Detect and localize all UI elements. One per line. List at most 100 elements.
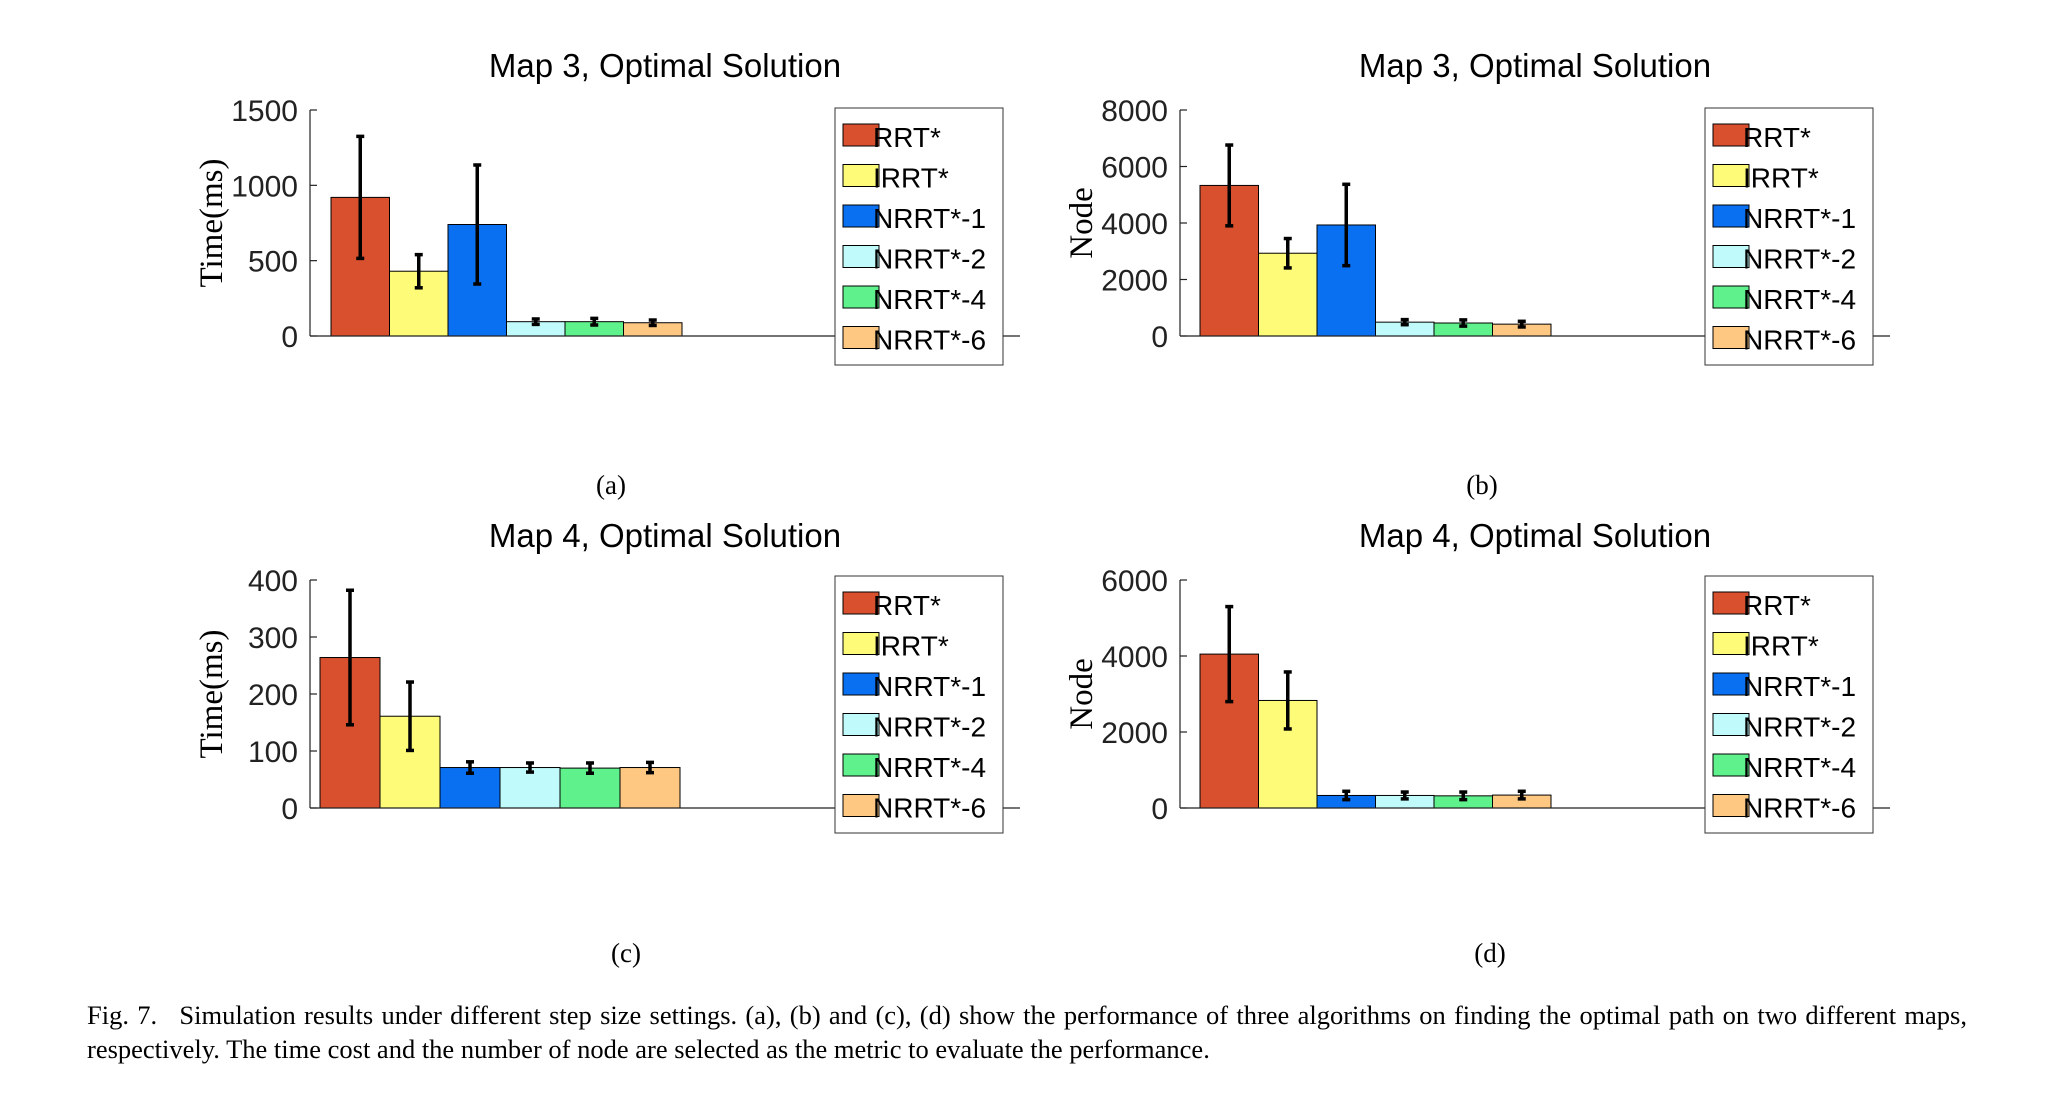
panel-label-c: (c) xyxy=(611,938,641,968)
legend-label: NRRT*-1 xyxy=(873,671,986,702)
legend-swatch xyxy=(1712,632,1750,655)
legend-swatch xyxy=(1712,794,1750,817)
legend-label: RRT* xyxy=(1743,122,1811,153)
y-tick-label: 300 xyxy=(248,622,298,655)
y-tick-label: 100 xyxy=(248,736,298,769)
error-bar xyxy=(1283,670,1292,731)
legend-label: NRRT*-4 xyxy=(873,284,986,315)
legend-swatch xyxy=(1712,326,1750,349)
legend-swatch xyxy=(842,753,880,777)
panel-label-b: (b) xyxy=(1466,470,1498,500)
error-bar xyxy=(648,318,657,328)
legend: RRT* IRRT* NRRT*-1 NRRT*-2 NRRT*-4 NRRT*-6 xyxy=(834,575,1004,834)
legend-swatch xyxy=(842,632,880,655)
legend-label: NRRT*-2 xyxy=(1743,712,1856,743)
legend-label: IRRT* xyxy=(1743,163,1819,194)
y-axis-label: Time(ms) xyxy=(194,630,230,759)
error-bar xyxy=(586,761,594,775)
chart-panel-a: Map 3, Optimal Solution Time(ms) 0 500 1000 1… xyxy=(194,47,1020,366)
error-bar xyxy=(1517,319,1526,329)
legend-swatch xyxy=(842,591,880,615)
legend: RRT* IRRT* NRRT*-1 NRRT*-2 NRRT*-4 NRRT*-6 xyxy=(1704,575,1874,834)
legend-label: NRRT*-1 xyxy=(1743,203,1856,234)
y-tick-label: 0 xyxy=(1151,793,1168,826)
error-bar xyxy=(1459,790,1468,802)
legend-swatch xyxy=(842,164,880,187)
legend-swatch xyxy=(842,326,880,349)
legend-swatch xyxy=(842,245,880,268)
y-axis-label: Node xyxy=(1064,658,1100,729)
y-tick-label: 500 xyxy=(248,246,298,279)
legend-swatch xyxy=(842,285,880,309)
bar-group xyxy=(1199,143,1552,337)
y-axis-label: Time(ms) xyxy=(194,159,230,288)
y-tick-label: 2000 xyxy=(1101,717,1168,750)
legend-swatch xyxy=(1712,123,1750,147)
y-tick-label: 4000 xyxy=(1101,208,1168,241)
y-tick-label: 0 xyxy=(281,321,298,354)
y-tick-label: 0 xyxy=(281,793,298,826)
error-bar xyxy=(466,760,474,775)
error-bar xyxy=(526,761,534,774)
y-tick-label: 1000 xyxy=(231,170,298,203)
bar-group xyxy=(1199,604,1552,809)
error-bar xyxy=(346,588,354,727)
legend-swatch xyxy=(842,672,880,696)
error-bar xyxy=(473,163,482,286)
bar-nrrt-2 xyxy=(499,767,561,809)
legend-swatch xyxy=(1712,164,1750,187)
y-tick-label: 8000 xyxy=(1101,95,1168,128)
legend-label: NRRT*-4 xyxy=(873,752,986,783)
legend-label: IRRT* xyxy=(873,631,949,662)
legend-label: NRRT*-2 xyxy=(873,712,986,743)
legend-label: NRRT*-1 xyxy=(873,203,986,234)
chart-title: Map 4, Optimal Solution xyxy=(1359,517,1711,554)
legend-label: NRRT*-6 xyxy=(1743,325,1856,356)
error-bar xyxy=(1342,789,1351,802)
legend-label: IRRT* xyxy=(1743,631,1819,662)
legend-label: NRRT*-6 xyxy=(873,793,986,824)
panel-label-a: (a) xyxy=(596,470,626,500)
error-bar xyxy=(414,252,423,290)
y-axis-label: Node xyxy=(1064,187,1100,258)
error-bar xyxy=(406,680,414,753)
legend-swatch xyxy=(1712,753,1750,777)
error-bar xyxy=(1342,182,1351,268)
legend-label: NRRT*-4 xyxy=(1743,284,1856,315)
legend-box xyxy=(1704,107,1874,366)
error-bar xyxy=(1459,318,1468,328)
error-bar xyxy=(646,760,654,775)
legend-label: RRT* xyxy=(873,122,941,153)
error-bar xyxy=(1225,604,1234,704)
legend-label: NRRT*-1 xyxy=(1743,671,1856,702)
error-bar xyxy=(1400,317,1409,327)
legend-label: NRRT*-2 xyxy=(873,244,986,275)
legend-swatch xyxy=(842,713,880,736)
legend-label: NRRT*-6 xyxy=(873,325,986,356)
chart-panel-d: Map 4, Optimal Solution Node 0 2000 4000 6000… xyxy=(1064,517,1890,834)
y-tick-label: 4000 xyxy=(1101,641,1168,674)
legend-swatch xyxy=(842,204,880,228)
legend-label: NRRT*-6 xyxy=(1743,793,1856,824)
bar-group xyxy=(330,134,683,337)
chart-title: Map 3, Optimal Solution xyxy=(1359,47,1711,84)
legend-box xyxy=(834,575,1004,834)
legend-swatch xyxy=(842,794,880,817)
legend-box xyxy=(834,107,1004,366)
y-tick-label: 200 xyxy=(248,679,298,712)
error-bar xyxy=(1225,143,1234,228)
error-bar xyxy=(531,317,540,327)
panel-label-d: (d) xyxy=(1474,938,1506,968)
legend: RRT* IRRT* NRRT*-1 NRRT*-2 NRRT*-4 NRRT*-6 xyxy=(1704,107,1874,366)
chart-title: Map 4, Optimal Solution xyxy=(489,517,841,554)
legend-label: IRRT* xyxy=(873,163,949,194)
error-bar xyxy=(1283,236,1292,270)
legend-label: NRRT*-4 xyxy=(1743,752,1856,783)
legend-swatch xyxy=(1712,672,1750,696)
error-bar xyxy=(356,134,365,261)
y-tick-label: 0 xyxy=(1151,321,1168,354)
chart-panel-c: Map 4, Optimal Solution Time(ms) 0 100 200 30… xyxy=(194,517,1020,834)
caption-label: Fig. 7. xyxy=(87,1000,158,1030)
legend-swatch xyxy=(1712,285,1750,309)
